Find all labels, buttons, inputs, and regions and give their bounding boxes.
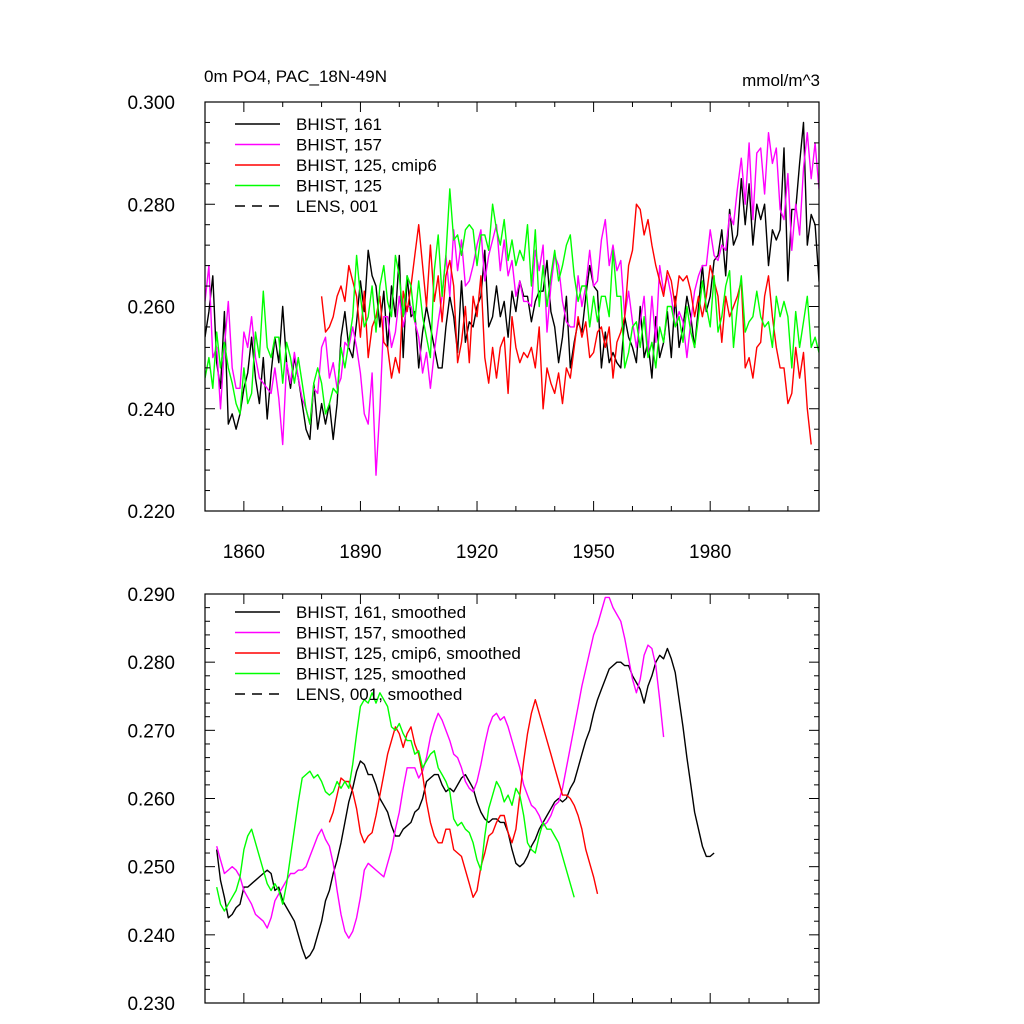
- series-line-bottom-0: [216, 647, 715, 960]
- series-line-bottom-1: [216, 596, 665, 939]
- x-tick-label: 1950: [572, 542, 614, 563]
- y-tick-label: 0.260: [127, 298, 175, 319]
- y-tick-label: 0.300: [127, 93, 175, 114]
- x-tick-label: 1860: [223, 542, 265, 563]
- legend-entry: BHIST, 161, smoothed: [296, 603, 466, 622]
- x-tick-label: 1920: [456, 542, 498, 563]
- y-tick-label: 0.250: [127, 858, 175, 879]
- legend-entry: BHIST, 157: [296, 136, 382, 155]
- legend-entry: LENS, 001, smoothed: [296, 685, 462, 704]
- legend-entry: BHIST, 125: [296, 177, 382, 196]
- y-tick-label: 0.280: [127, 195, 175, 216]
- series-line-bottom-3: [216, 692, 575, 912]
- legend: BHIST, 161, smoothed BHIST, 157, smoothed…: [235, 603, 521, 704]
- legend-entry: BHIST, 161: [296, 115, 382, 134]
- y-tick-label: 0.270: [127, 721, 175, 742]
- y-tick-label: 0.290: [127, 585, 175, 606]
- bottom-panel: 0.230 0.240 0.250 0.260 0.270 0.280 0.290 BHIST…: [127, 585, 820, 1015]
- legend-entry: BHIST, 125, smoothed: [296, 665, 466, 684]
- x-tick-label: 1980: [689, 542, 731, 563]
- top-panel: 0.220 0.240 0.260 0.280 0.300 1860 1890 1920 195…: [127, 93, 820, 563]
- legend-entry: BHIST, 125, cmip6: [296, 156, 437, 175]
- legend-entry: BHIST, 125, cmip6, smoothed: [296, 644, 521, 663]
- y-tick-label: 0.280: [127, 653, 175, 674]
- y-tick-label: 0.260: [127, 790, 175, 811]
- legend-entry: BHIST, 157, smoothed: [296, 624, 466, 643]
- y-tick-label: 0.240: [127, 400, 175, 421]
- chart-title: 0m PO4, PAC_18N-49N: [204, 67, 387, 86]
- series-line-top-2: [320, 203, 812, 445]
- chart-units: mmol/m^3: [742, 71, 820, 90]
- x-tick-label: 1890: [339, 542, 381, 563]
- legend-entry: LENS, 001: [296, 197, 378, 216]
- series-line-top-3: [205, 188, 819, 425]
- y-tick-label: 0.230: [127, 994, 175, 1015]
- series-line-bottom-2: [328, 699, 599, 898]
- y-tick-label: 0.240: [127, 926, 175, 947]
- y-tick-label: 0.220: [127, 502, 175, 523]
